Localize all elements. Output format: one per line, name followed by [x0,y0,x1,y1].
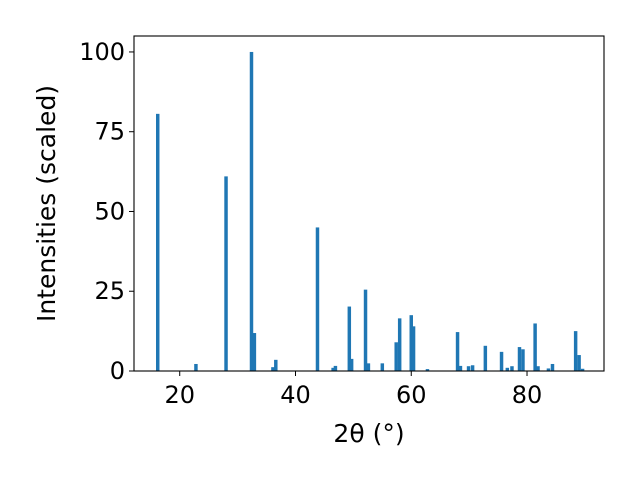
bar [483,345,488,371]
bar [224,176,228,371]
x-axis-label: 2θ (°) [333,419,404,448]
bar [533,323,537,371]
bar-group [156,51,585,371]
x-axis: 20 40 60 80 [164,371,542,409]
bar [249,51,254,371]
bar [550,363,555,371]
plot-frame [133,35,605,372]
bar [363,289,368,371]
bar [536,366,540,371]
bar [580,368,585,371]
x-tick-label: 20 [164,381,195,409]
bar [333,365,338,371]
bar [458,365,463,371]
bar [252,333,257,371]
y-tick-label: 100 [79,38,125,66]
bar [331,367,335,371]
bar [455,332,460,371]
x-tick-label: 60 [396,381,427,409]
bar [274,359,278,371]
y-axis: 0 25 50 75 100 [79,38,134,385]
bar [505,367,510,371]
bar [349,358,354,371]
bar [499,351,504,371]
bar [510,366,514,371]
bar [546,368,551,371]
bar [411,326,416,371]
x-tick-label: 80 [512,381,543,409]
x-tick-label: 40 [280,381,311,409]
y-tick-label: 50 [94,197,125,225]
bar [397,318,402,371]
y-axis-label: Intensities (scaled) [32,85,61,322]
bar [573,331,578,371]
bar [156,113,160,371]
bar [194,363,198,371]
bar [517,347,522,371]
bar [466,366,471,371]
bar [409,315,413,371]
bar [271,367,275,371]
y-tick-label: 75 [94,118,125,146]
bar [425,369,430,371]
bar [521,349,525,371]
bar [347,306,352,371]
bar [380,363,385,371]
bar [315,227,320,371]
y-tick-label: 0 [110,357,125,385]
bar [394,342,398,371]
bar [366,363,371,371]
bar [577,355,581,371]
bar [470,365,475,371]
y-tick-label: 25 [94,277,125,305]
